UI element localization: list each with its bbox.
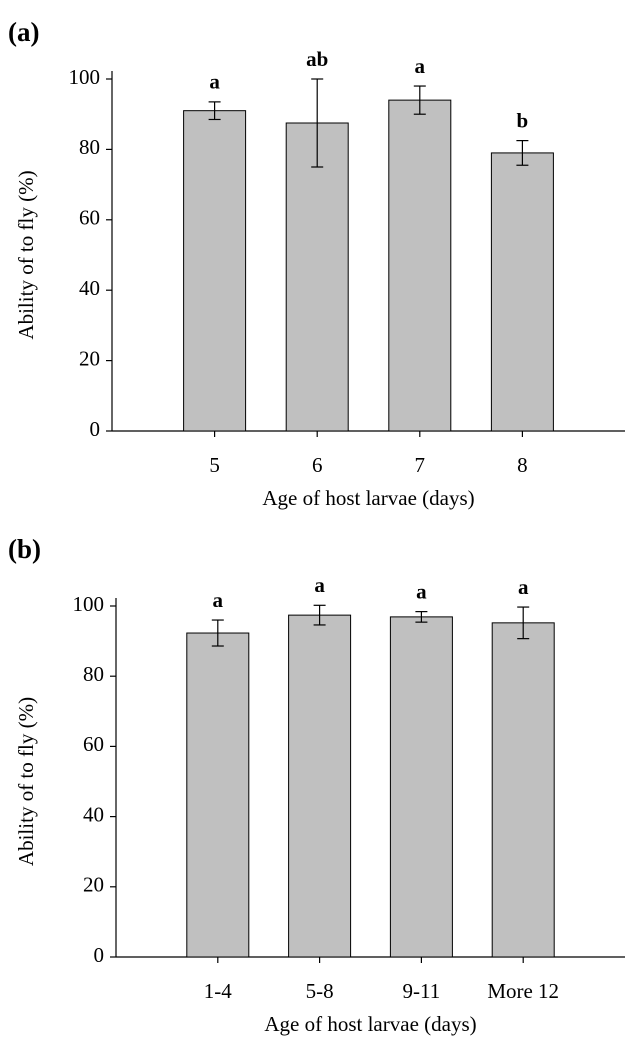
x-tick-label: 6 xyxy=(312,453,323,477)
bar xyxy=(183,110,247,432)
y-tick-label: 0 xyxy=(94,943,105,967)
y-tick-label: 100 xyxy=(73,592,105,616)
x-tick-label: 1-4 xyxy=(204,979,232,1003)
error-bar xyxy=(208,101,221,121)
significance-label: a xyxy=(314,573,325,597)
y-tick-label: 80 xyxy=(83,662,104,686)
significance-label: ab xyxy=(306,47,328,71)
error-bar xyxy=(415,611,428,623)
x-tick-label: 9-11 xyxy=(403,979,441,1003)
error-bar xyxy=(311,78,324,168)
error-bar xyxy=(313,604,326,626)
panel-label: (a) xyxy=(8,17,39,47)
x-tick-label: 7 xyxy=(415,453,426,477)
error-bar xyxy=(413,85,426,115)
significance-label: b xyxy=(517,108,529,132)
bar xyxy=(490,152,554,432)
significance-label: a xyxy=(415,54,426,78)
significance-label: a xyxy=(209,70,220,94)
panel-label: (b) xyxy=(8,534,41,564)
significance-label: a xyxy=(416,579,427,603)
y-tick-label: 60 xyxy=(83,732,104,756)
significance-label: a xyxy=(213,588,224,612)
bar xyxy=(285,122,349,432)
error-bar xyxy=(516,140,529,166)
y-axis-title: Ability of to fly (%) xyxy=(14,170,38,339)
y-tick-label: 20 xyxy=(79,346,100,370)
y-tick-label: 60 xyxy=(79,206,100,230)
x-axis-title: Age of host larvae (days) xyxy=(262,486,474,510)
bar xyxy=(388,99,452,432)
x-tick-label: 5 xyxy=(209,453,220,477)
y-tick-label: 100 xyxy=(69,65,101,89)
bar xyxy=(186,632,250,958)
bar xyxy=(288,614,352,958)
bar xyxy=(491,622,555,958)
x-tick-label: 5-8 xyxy=(306,979,334,1003)
x-tick-label: 8 xyxy=(517,453,528,477)
significance-label: a xyxy=(518,575,529,599)
bar xyxy=(389,616,453,958)
x-axis-title: Age of host larvae (days) xyxy=(264,1012,476,1036)
error-bar xyxy=(517,606,530,640)
y-tick-label: 0 xyxy=(90,417,101,441)
y-tick-label: 40 xyxy=(79,276,100,300)
y-tick-label: 40 xyxy=(83,802,104,826)
y-tick-label: 20 xyxy=(83,873,104,897)
x-tick-label: More 12 xyxy=(487,979,559,1003)
y-tick-label: 80 xyxy=(79,135,100,159)
error-bar xyxy=(211,619,224,647)
y-axis-title: Ability of to fly (%) xyxy=(14,697,38,866)
